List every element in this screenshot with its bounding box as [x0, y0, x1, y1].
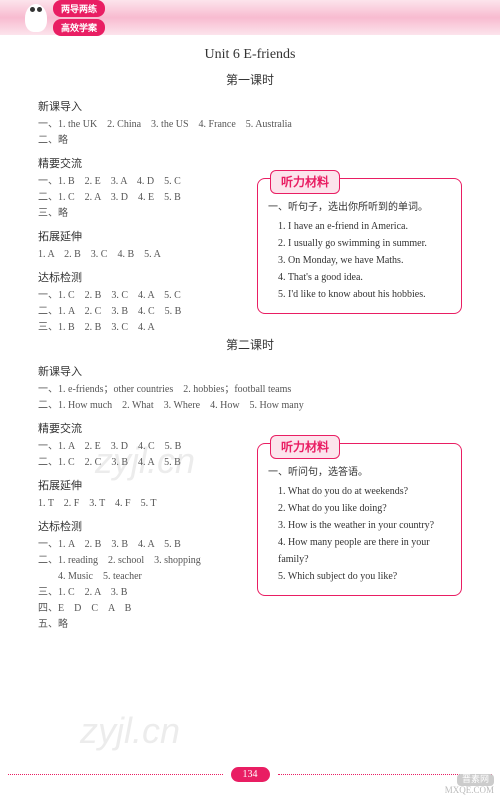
l1-lb-i4: 4. That's a good idea. — [268, 269, 451, 286]
l2-listening-box: 一、听问句，选答语。 1. What do you do at weekends… — [257, 443, 462, 596]
l2-lb-i1: 1. What do you do at weekends? — [268, 483, 451, 500]
l2-s1-l1: 一、1. e-friends；other countries 2. hobbie… — [38, 382, 462, 398]
footer-line-left — [8, 774, 223, 775]
l1-lb-i2: 2. I usually go swimming in summer. — [268, 235, 451, 252]
header-band: 两导两练 高效学案 — [0, 0, 500, 35]
l1-listening-box: 一、听句子，选出你所听到的单词。 1. I have an e-friend i… — [257, 178, 462, 314]
l2-lb-i5: 5. Which subject do you like? — [268, 568, 451, 585]
l1-lb-i1: 1. I have an e-friend in America. — [268, 218, 451, 235]
watermark-2: zyjl.cn — [80, 710, 180, 752]
lesson1-title: 第一课时 — [38, 71, 462, 88]
l1-s1-l1: 一、1. the UK 2. China 3. the US 4. France… — [38, 117, 462, 133]
l2-lb-head: 一、听问句，选答语。 — [268, 464, 451, 481]
l2-s1-l2: 二、1. How much 2. What 3. Where 4. How 5.… — [38, 398, 462, 414]
corner-logo: 晋素网 MXQE.COM — [445, 774, 494, 796]
l1-s2-label: 精要交流 — [38, 155, 462, 171]
l2-s4-l6: 五、略 — [38, 617, 462, 633]
badge-group: 两导两练 高效学案 — [53, 0, 105, 36]
l1-lb-head: 一、听句子，选出你所听到的单词。 — [268, 199, 451, 216]
l2-lb-i2: 2. What do you like doing? — [268, 500, 451, 517]
l2-lb-i4: 4. How many people are there in your fam… — [268, 534, 451, 568]
l2-s4-l5: 四、E D C A B — [38, 601, 462, 617]
page-number: 134 — [231, 767, 270, 782]
page-content: Unit 6 E-friends 第一课时 新课导入 一、1. the UK 2… — [0, 35, 500, 633]
l1-lb-i5: 5. I'd like to know about his hobbies. — [268, 286, 451, 303]
l1-lb-i3: 3. On Monday, we have Maths. — [268, 252, 451, 269]
badge-1: 两导两练 — [53, 0, 105, 17]
l1-s1-label: 新课导入 — [38, 98, 462, 114]
mascot-icon — [25, 4, 47, 32]
l2-lb-i3: 3. How is the weather in your country? — [268, 517, 451, 534]
unit-title: Unit 6 E-friends — [38, 47, 462, 63]
l2-s2-label: 精要交流 — [38, 420, 462, 436]
l1-s4-l3: 三、1. B 2. B 3. C 4. A — [38, 320, 462, 336]
lesson2-title: 第二课时 — [38, 336, 462, 353]
badge-2: 高效学案 — [53, 19, 105, 36]
corner-site: MXQE.COM — [445, 785, 494, 795]
l2-s1-label: 新课导入 — [38, 363, 462, 379]
footer: 134 — [0, 767, 500, 782]
l1-s1-l2: 二、略 — [38, 133, 462, 149]
